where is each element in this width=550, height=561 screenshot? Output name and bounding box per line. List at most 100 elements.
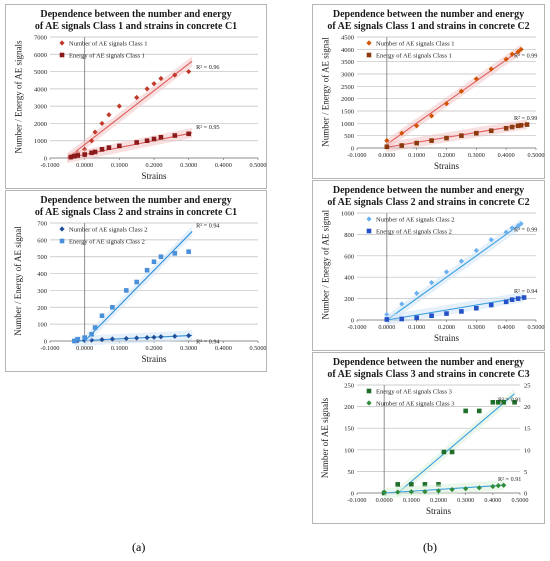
data-point xyxy=(134,279,139,285)
data-point xyxy=(134,335,140,341)
y-tick-label: 200 xyxy=(344,404,354,411)
data-point xyxy=(501,482,507,488)
legend-label: Number of AE signals Class 1 xyxy=(376,40,455,47)
x-tick-label: 0.0000 xyxy=(376,497,393,504)
data-point xyxy=(158,75,164,82)
y2-tick-label: 15 xyxy=(524,426,531,433)
y-tick-label: 200 xyxy=(344,296,354,303)
data-point xyxy=(409,482,414,487)
y-tick-label: 400 xyxy=(37,271,47,278)
data-point xyxy=(495,483,501,489)
data-point xyxy=(422,482,428,487)
data-point xyxy=(521,295,527,300)
x-tick-label: 0.3000 xyxy=(180,345,197,352)
data-point xyxy=(158,334,164,340)
y-tick-label: 1000 xyxy=(341,121,354,128)
data-point xyxy=(106,145,112,150)
data-point xyxy=(99,313,105,319)
y-tick-label: 0 xyxy=(44,156,47,163)
x-tick-label: 0.4000 xyxy=(484,497,501,504)
x-tick-label: 0.0000 xyxy=(378,324,395,331)
x-tick-label: 0.5000 xyxy=(527,324,544,331)
x-axis-label: Strains xyxy=(141,171,167,181)
data-point xyxy=(144,86,150,92)
chart-canvas: 0 1000 2000 3000 4000 5000 6000 7000 -0.1000 0.00… xyxy=(34,35,267,170)
x-tick-label: 0.2000 xyxy=(438,152,455,159)
legend-marker xyxy=(59,238,65,244)
data-point xyxy=(106,112,112,118)
y-tick-label: 1000 xyxy=(341,211,354,218)
chart-panel-a1: Dependence between the number and energy… xyxy=(5,4,267,189)
x-tick-label: 0.3000 xyxy=(180,162,197,169)
x-tick-label: -0.1000 xyxy=(40,162,59,169)
trendline xyxy=(384,484,504,494)
data-point xyxy=(495,399,501,405)
x-tick-label: 0.5000 xyxy=(249,345,266,352)
y-tick-label: 7000 xyxy=(34,35,47,42)
y2-tick-label: 5 xyxy=(524,469,527,476)
legend-marker xyxy=(59,40,65,46)
y-tick-label: 0 xyxy=(351,491,354,498)
data-point xyxy=(186,249,191,254)
y-tick-label: 800 xyxy=(344,232,354,239)
data-point xyxy=(414,290,420,296)
x-tick-label: 0.3000 xyxy=(468,152,485,159)
data-point xyxy=(92,129,98,135)
y2-tick-label: 10 xyxy=(524,447,531,454)
data-point xyxy=(99,120,105,127)
y-tick-label: 1000 xyxy=(34,138,47,145)
y-tick-label: 2000 xyxy=(34,121,47,128)
data-point xyxy=(89,138,95,144)
y-tick-label: 4000 xyxy=(341,47,354,54)
data-point xyxy=(158,254,164,260)
data-point xyxy=(503,125,509,131)
data-point xyxy=(399,301,405,307)
data-point xyxy=(117,143,122,149)
data-point xyxy=(89,331,94,337)
y2-tick-label: 20 xyxy=(524,404,531,411)
y-axis-label: Number / Energy of AE signal xyxy=(320,209,330,319)
chart-panel-b3: Dependence between the number and energy… xyxy=(312,352,545,524)
data-point xyxy=(186,68,192,75)
data-point xyxy=(443,269,450,275)
r2-label: R² = 0.95 xyxy=(196,124,219,131)
trendline xyxy=(386,48,522,145)
y-axis-label: Number of AE signals xyxy=(320,397,330,479)
data-point xyxy=(116,103,122,109)
y-tick-label: 300 xyxy=(37,288,47,295)
chart-title-line1: Dependence between the number and energy xyxy=(332,9,525,20)
y-tick-label: 50 xyxy=(348,469,355,476)
legend-marker xyxy=(366,40,372,46)
chart-title-line2: of AE signals Class 2 and strains in con… xyxy=(327,197,530,208)
x-tick-label: 0.0000 xyxy=(76,162,93,169)
x-axis-label: Strains xyxy=(141,354,167,364)
legend-marker xyxy=(59,52,65,58)
data-point xyxy=(518,123,524,128)
legend-label: Energy of AE signals Class 2 xyxy=(69,238,145,245)
chart-title-line1: Dependence between the number and energy xyxy=(332,185,525,196)
data-point xyxy=(509,297,515,302)
chart-title-line2: of AE signals Class 1 and strains in con… xyxy=(34,21,238,32)
legend-marker xyxy=(366,400,372,406)
y-axis-label: Number / Energy of AE signal xyxy=(320,36,330,147)
legend-label: Energy of AE signals Class 1 xyxy=(376,52,452,59)
x-tick-label: 0.4000 xyxy=(215,345,232,352)
data-point xyxy=(110,304,115,310)
caption-b: (b) xyxy=(423,540,437,554)
r2-label: R² = 0.91 xyxy=(498,397,521,404)
y-tick-label: 150 xyxy=(344,426,354,433)
r2-label: R² = 0.99 xyxy=(514,227,537,234)
data-point xyxy=(384,317,390,322)
x-tick-label: 0.1000 xyxy=(111,162,128,169)
x-tick-label: -0.1000 xyxy=(347,152,366,159)
data-point xyxy=(474,305,479,311)
data-point xyxy=(436,482,441,487)
x-axis-label: Strains xyxy=(425,506,451,516)
r2-label: R² = 0.99 xyxy=(514,115,537,122)
x-axis-label: Strains xyxy=(433,161,459,171)
r2-label: R² = 0.94 xyxy=(196,222,219,229)
trendline xyxy=(386,123,528,148)
y-tick-label: 600 xyxy=(37,237,47,244)
legend-marker xyxy=(366,228,372,234)
data-point xyxy=(71,153,77,159)
